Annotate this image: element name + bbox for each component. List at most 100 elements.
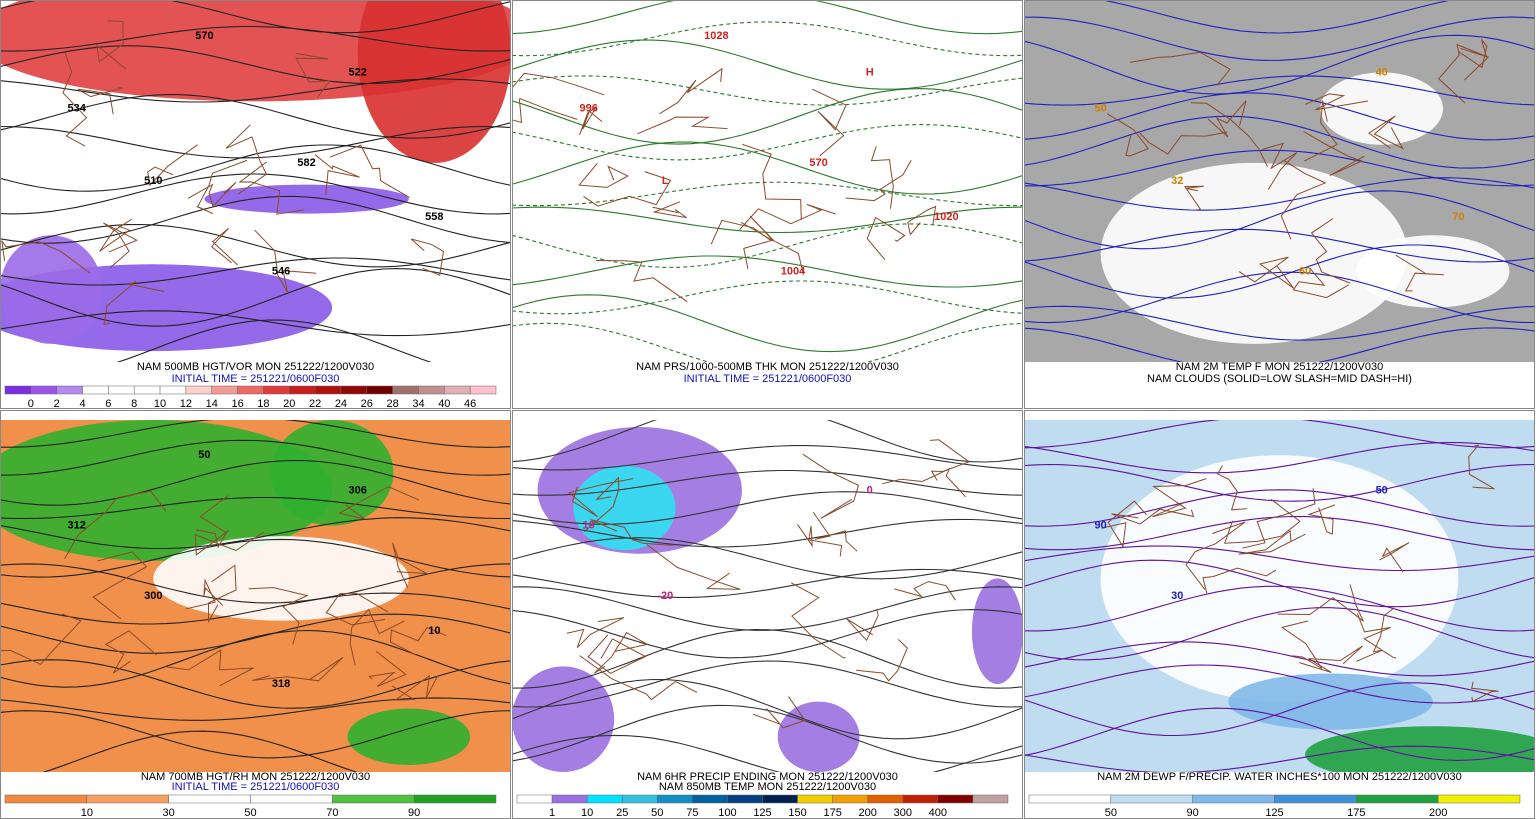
legend-swatch bbox=[972, 794, 1009, 804]
contour bbox=[1024, 305, 1535, 341]
border bbox=[1307, 504, 1336, 535]
border bbox=[637, 116, 728, 135]
contour bbox=[0, 144, 511, 192]
contour bbox=[1024, 442, 1535, 474]
border bbox=[790, 582, 846, 659]
legend-label: 50 bbox=[1105, 807, 1117, 819]
contour bbox=[0, 710, 511, 759]
border bbox=[739, 204, 836, 230]
border bbox=[96, 20, 127, 70]
field-blob bbox=[1356, 235, 1510, 308]
legend-swatch bbox=[1192, 794, 1275, 804]
border bbox=[740, 215, 804, 275]
map: -20 0 10 bbox=[512, 420, 1023, 772]
border bbox=[845, 159, 912, 202]
panel: 30 50 90 NAM 2M DEWP F/PRECIP. WATER INCHES… bbox=[1024, 410, 1535, 819]
legend-swatch bbox=[159, 385, 187, 395]
caption: NAM 700MB HGT/RH MON 251222/1200V030 bbox=[141, 771, 370, 783]
border bbox=[147, 144, 198, 187]
contour bbox=[0, 25, 511, 52]
contour bbox=[1024, 515, 1535, 551]
border bbox=[195, 495, 229, 549]
map-label: L bbox=[662, 175, 669, 187]
contour bbox=[1024, 327, 1535, 362]
contour bbox=[512, 223, 1023, 268]
contour bbox=[0, 173, 511, 215]
legend-swatch bbox=[516, 794, 553, 804]
legend-swatch bbox=[86, 794, 169, 804]
map-label: 312 bbox=[67, 520, 85, 532]
border bbox=[1242, 488, 1316, 549]
contour bbox=[1024, 545, 1535, 572]
border bbox=[329, 144, 410, 198]
legend-swatch bbox=[289, 385, 316, 395]
legend-swatch bbox=[469, 385, 497, 395]
contour bbox=[512, 628, 1023, 689]
caption: NAM 500MB HGT/VOR MON 251222/1200V030 bbox=[137, 361, 374, 373]
border bbox=[812, 88, 847, 157]
legend-swatch bbox=[211, 385, 238, 395]
legend-label: 175 bbox=[1347, 807, 1365, 819]
map-label: 50 bbox=[198, 449, 210, 461]
contour bbox=[512, 206, 1023, 234]
legend-label: 75 bbox=[686, 807, 698, 819]
legend-swatch bbox=[263, 385, 290, 395]
legend-label: 30 bbox=[163, 807, 175, 819]
contour bbox=[0, 563, 511, 604]
border bbox=[846, 608, 879, 642]
legend-label: 70 bbox=[326, 807, 338, 819]
contour bbox=[0, 629, 511, 688]
legend-label: 6 bbox=[105, 398, 111, 410]
legend-label: 300 bbox=[894, 807, 912, 819]
legend-swatch bbox=[366, 385, 393, 395]
contour bbox=[0, 496, 511, 520]
legend-swatch bbox=[168, 794, 251, 804]
map-label: -20 bbox=[657, 590, 673, 602]
contour bbox=[1024, 707, 1535, 761]
legend-label: 125 bbox=[1265, 807, 1283, 819]
map: 300 306 312 318 10 50 bbox=[0, 420, 511, 772]
legend-swatch bbox=[30, 385, 57, 395]
contour bbox=[1024, 115, 1535, 169]
border bbox=[166, 649, 254, 687]
border bbox=[590, 519, 674, 546]
legend-label: 175 bbox=[823, 807, 841, 819]
border bbox=[77, 87, 123, 115]
field-blob bbox=[1100, 455, 1459, 702]
border bbox=[578, 163, 629, 188]
contour bbox=[1024, 463, 1535, 502]
contour bbox=[0, 659, 511, 709]
legend-swatch bbox=[937, 794, 974, 804]
border bbox=[1305, 93, 1368, 111]
field-blob bbox=[1320, 72, 1444, 145]
legend-label: 10 bbox=[581, 807, 593, 819]
legend-swatch bbox=[444, 385, 471, 395]
border bbox=[252, 656, 344, 682]
legend-label: 10 bbox=[154, 398, 166, 410]
border bbox=[882, 467, 966, 498]
field-blob bbox=[512, 666, 615, 772]
map-label: 534 bbox=[67, 103, 86, 115]
border bbox=[1356, 607, 1395, 662]
contour bbox=[512, 280, 1023, 315]
legend-swatch bbox=[1274, 794, 1357, 804]
border bbox=[583, 476, 620, 533]
contour bbox=[0, 538, 511, 578]
caption: NAM PRS/1000-500MB THK MON 251222/1200V0… bbox=[636, 361, 899, 373]
legend-swatch bbox=[1028, 794, 1112, 804]
legend-swatch bbox=[586, 794, 623, 804]
border bbox=[194, 529, 265, 556]
border bbox=[392, 674, 439, 701]
border bbox=[894, 581, 956, 601]
map: 30 50 90 bbox=[1024, 420, 1535, 772]
contour bbox=[0, 310, 511, 337]
border bbox=[1280, 159, 1327, 240]
contour bbox=[0, 439, 511, 476]
legend-swatch bbox=[832, 794, 868, 804]
border bbox=[1202, 567, 1277, 594]
border bbox=[595, 260, 688, 303]
border bbox=[410, 238, 445, 276]
legend-label: 24 bbox=[335, 398, 347, 410]
border bbox=[99, 218, 133, 252]
